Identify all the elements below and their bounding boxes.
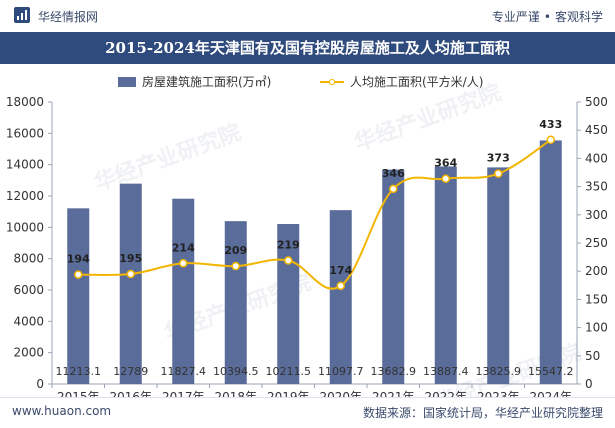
line-point	[126, 269, 135, 279]
y-right-tick-label: 50	[585, 349, 600, 363]
y-left-tick-label: 16000	[6, 126, 44, 140]
y-left-tick-label: 0	[36, 377, 44, 391]
bar	[119, 183, 142, 384]
y-right-tick-label: 350	[585, 180, 608, 194]
line-value-label: 346	[382, 167, 405, 180]
line-value-label: 364	[434, 157, 457, 170]
footer-bar	[0, 397, 615, 428]
y-left-tick-label: 12000	[6, 189, 44, 203]
bar	[487, 167, 510, 384]
bar-value-label: 12789	[113, 365, 148, 378]
y-right-tick-label: 150	[585, 292, 608, 306]
bar	[224, 221, 247, 384]
legend-swatch-line	[320, 77, 344, 87]
bar	[277, 224, 300, 384]
line-point	[389, 184, 398, 194]
footer-source: 数据来源：国家统计局，华经产业研究院整理	[362, 406, 603, 420]
bar-value-label: 15547.2	[528, 365, 574, 378]
slogan-left: 专业严谨	[491, 10, 540, 24]
slogan-separator: •	[543, 10, 551, 24]
line-value-label: 194	[67, 253, 90, 266]
y-right-tick-label: 300	[585, 208, 608, 222]
y-left-tick-label: 18000	[6, 95, 44, 109]
legend-item-bar: 房屋建筑施工面积(万㎡)	[118, 73, 271, 90]
bar-value-label: 10211.5	[266, 365, 312, 378]
y-right-tick-label: 200	[585, 264, 608, 278]
line-point	[441, 174, 450, 183]
y-left-tick-label: 4000	[13, 314, 44, 328]
line-value-label: 195	[119, 252, 142, 265]
y-left-tick-label: 8000	[13, 252, 44, 266]
line-point	[74, 270, 83, 279]
legend-item-line: 人均施工面积(平方米/人)	[320, 73, 483, 90]
bar-value-label: 11213.1	[56, 365, 102, 378]
line-value-label: 174	[329, 264, 352, 277]
bar	[329, 210, 352, 384]
bar-value-label: 11827.4	[161, 365, 207, 378]
bar-value-label: 10394.5	[213, 365, 259, 378]
bar-value-label: 13887.4	[423, 365, 469, 378]
bar-value-label: 11097.7	[318, 365, 364, 378]
footer-site-link[interactable]: www.huaon.com	[12, 404, 112, 418]
y-right-tick-label: 0	[585, 377, 593, 391]
slogan: 专业严谨 • 客观科学	[492, 8, 603, 25]
brand-name: 华经情报网	[38, 10, 99, 24]
legend-label-line: 人均施工面积(平方米/人)	[350, 75, 484, 89]
legend-swatch-bar	[118, 76, 136, 87]
bar	[382, 169, 405, 384]
line-value-label: 373	[487, 152, 510, 165]
bar	[539, 140, 562, 384]
y-right-tick-label: 100	[585, 321, 608, 335]
y-right-tick-label: 250	[585, 236, 608, 250]
line-point	[494, 169, 503, 178]
line-value-label: 219	[277, 238, 300, 251]
line-point	[336, 281, 345, 291]
line-point	[231, 261, 240, 271]
legend-label-bar: 房屋建筑施工面积(万㎡)	[142, 75, 272, 89]
line-point	[284, 256, 293, 265]
line-point	[546, 135, 555, 145]
bar	[67, 208, 90, 384]
chart-title: 2015-2024年天津国有及国有控股房屋施工及人均施工面积	[105, 39, 510, 57]
bar-value-label: 13682.9	[371, 365, 417, 378]
chart-legend: 房屋建筑施工面积(万㎡) 人均施工面积(平方米/人)	[0, 70, 615, 92]
slogan-right: 客观科学	[554, 10, 603, 24]
top-bar: 华经情报网 专业严谨 • 客观科学	[0, 0, 615, 33]
line-value-label: 214	[172, 241, 195, 254]
huajing-logo-icon	[14, 7, 30, 23]
y-left-tick-label: 2000	[13, 346, 44, 360]
y-left-tick-label: 14000	[6, 158, 44, 172]
title-bar: 2015-2024年天津国有及国有控股房屋施工及人均施工面积	[0, 32, 615, 64]
bar	[172, 198, 195, 384]
line-value-label: 209	[224, 244, 247, 257]
y-right-tick-label: 450	[585, 123, 608, 137]
y-left-tick-label: 10000	[6, 220, 44, 234]
bar	[434, 166, 457, 384]
series-line	[78, 138, 552, 290]
y-right-tick-label: 400	[585, 151, 608, 165]
bar-value-label: 13825.9	[476, 365, 522, 378]
line-value-label: 433	[539, 118, 562, 131]
line-point	[179, 259, 188, 268]
y-left-tick-label: 6000	[13, 283, 44, 297]
y-right-tick-label: 500	[585, 95, 608, 109]
